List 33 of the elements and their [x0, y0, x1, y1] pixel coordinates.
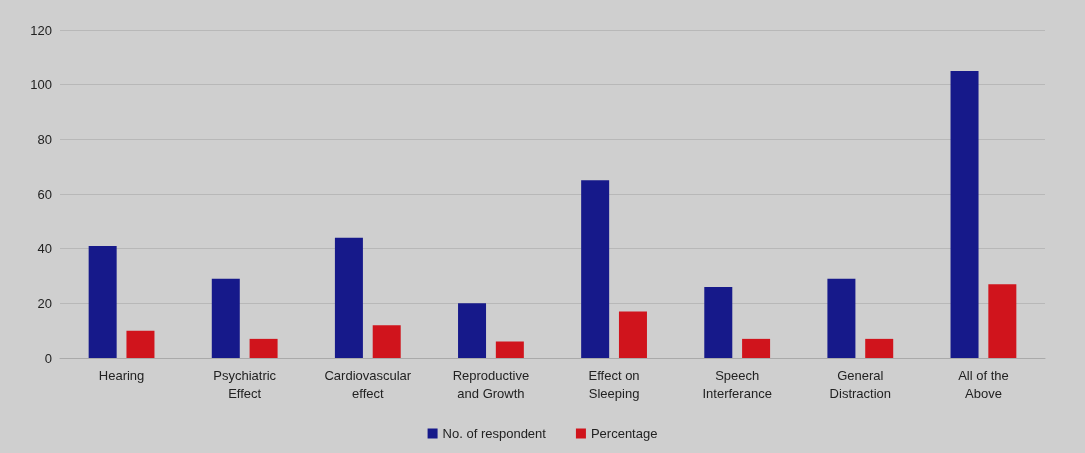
bar — [618, 311, 647, 358]
y-tick-label: 40 — [37, 241, 52, 257]
bar — [865, 338, 894, 358]
bar — [249, 338, 278, 358]
x-tick-label: Effect on Sleeping — [588, 367, 640, 401]
bar — [334, 237, 363, 358]
bar — [126, 330, 155, 358]
x-tick-label: Hearing — [98, 367, 145, 383]
legend-label: Percentage — [590, 426, 658, 441]
x-tick-label: Reproductive and Growth — [452, 367, 530, 401]
bar — [950, 71, 979, 358]
x-tick-label: Cardiovascular effect — [324, 367, 412, 401]
bar — [372, 325, 401, 358]
bar — [88, 245, 117, 358]
x-tick-label: All of the Above — [958, 367, 1009, 401]
y-tick-label: 20 — [37, 295, 52, 311]
bar — [581, 180, 610, 358]
bar — [742, 338, 771, 358]
y-tick-label: 0 — [44, 350, 52, 366]
y-tick-label: 120 — [30, 22, 52, 38]
y-tick-label: 60 — [37, 186, 52, 202]
y-tick-label: 80 — [37, 131, 52, 147]
bar — [704, 286, 733, 358]
bar — [458, 303, 487, 358]
bar — [827, 278, 856, 358]
bar — [211, 278, 240, 358]
bar — [495, 341, 524, 358]
legend-label: No. of respondent — [442, 426, 547, 441]
bar — [988, 284, 1017, 358]
x-tick-label: Speech Interferance — [702, 367, 772, 401]
x-tick-label: General Distraction — [829, 367, 892, 401]
y-tick-label: 100 — [30, 77, 52, 93]
x-tick-label: Psychiatric Effect — [213, 367, 277, 401]
